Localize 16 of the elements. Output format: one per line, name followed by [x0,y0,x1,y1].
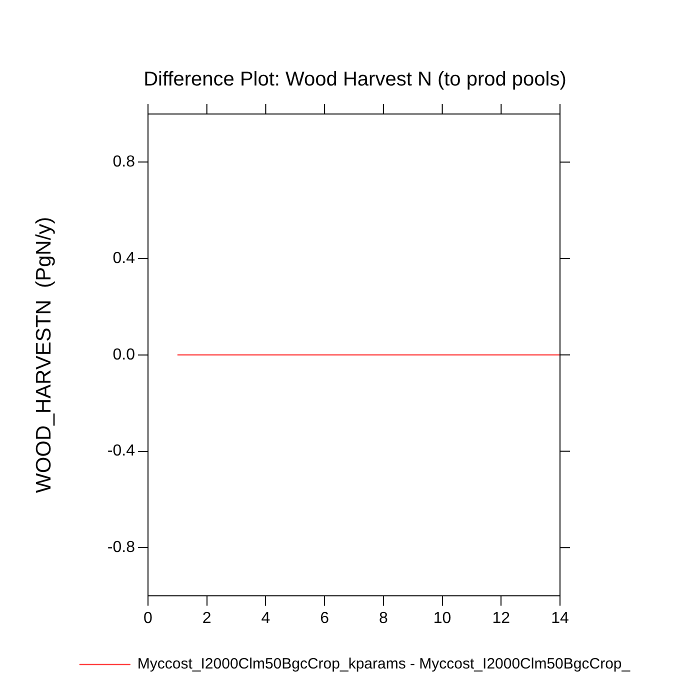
y-tick-label: 0.8 [112,154,136,171]
legend-label: Myccost_I2000Clm50BgcCrop_kparams - Myccost_I2000Clm50BgcCrop_ [137,656,631,673]
y-axis-title: WOOD_HARVESTN (PgN/y) [32,216,56,493]
x-tick-label: 0 [144,610,153,627]
chart-title: Difference Plot: Wood Harvest N (to prod pools) [144,68,566,91]
x-tick-label: 12 [492,610,510,627]
x-tick-label: 10 [433,610,452,627]
y-tick-label: 0.0 [112,346,136,364]
x-tick-label: 6 [320,610,330,627]
y-tick-label: -0.4 [107,442,136,460]
y-tick-label: 0.4 [112,250,136,267]
x-tick-label: 4 [261,610,270,627]
x-tick-label: 14 [551,610,569,627]
y-tick-label: -0.8 [107,539,136,556]
x-tick-label: 8 [378,610,388,627]
x-tick-label: 2 [202,610,212,627]
